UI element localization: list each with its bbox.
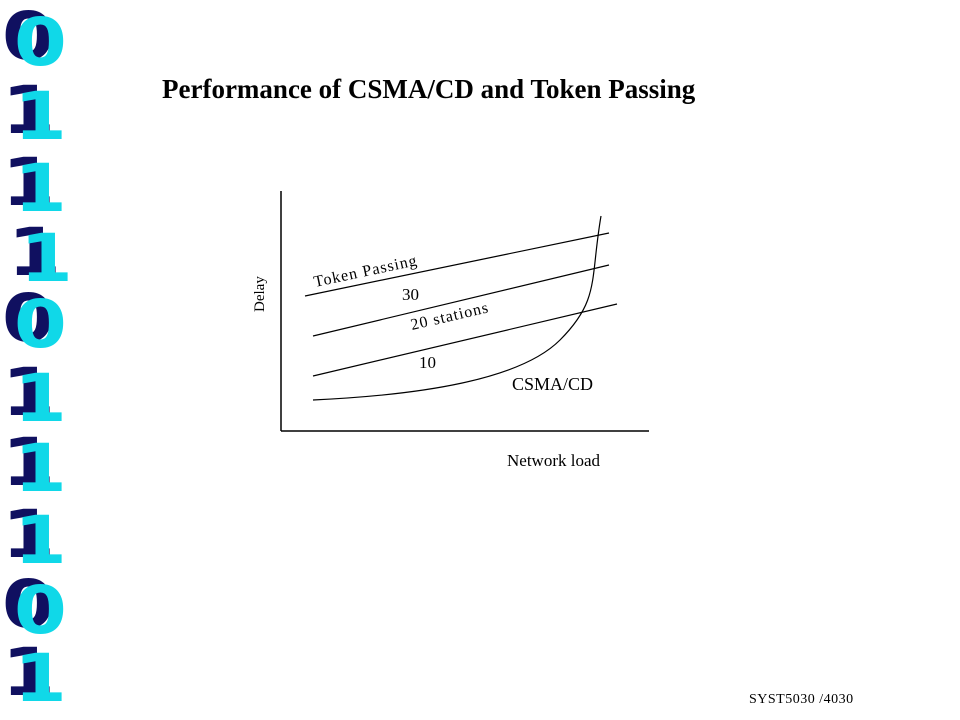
x-axis-label: Network load <box>507 451 601 470</box>
token-passing-30-line <box>304 232 610 297</box>
station-label-20: 20 stations <box>409 299 491 334</box>
csma-cd-curve <box>312 215 602 401</box>
decor-digit: 0 0 <box>2 566 67 649</box>
decor-digit: 1 1 <box>2 144 67 227</box>
decor-digit: 1 1 <box>2 354 67 437</box>
y-axis-label: Delay <box>252 276 268 312</box>
token-passing-20-line <box>312 264 610 337</box>
decor-digit: 0 0 <box>2 0 67 81</box>
decor-digit: 1 1 <box>8 214 73 297</box>
page-title: Performance of CSMA/CD and Token Passing <box>162 74 696 104</box>
decor-digit: 1 1 <box>2 424 67 507</box>
binary-digit-column: 0 0 1 1 1 1 1 1 0 0 1 1 1 1 1 1 0 0 1 1 <box>0 0 80 720</box>
token-passing-10-line <box>312 303 618 377</box>
decor-digit: 0 0 <box>2 280 67 363</box>
course-code-footer: SYST5030 /4030 <box>749 692 854 707</box>
csma-cd-label: CSMA/CD <box>512 374 593 394</box>
station-label-30: 30 <box>402 285 419 304</box>
decor-digit: 1 1 <box>2 634 67 717</box>
decor-digit: 1 1 <box>2 72 67 155</box>
station-label-10: 10 <box>419 353 436 372</box>
decor-digit: 1 1 <box>2 496 67 579</box>
